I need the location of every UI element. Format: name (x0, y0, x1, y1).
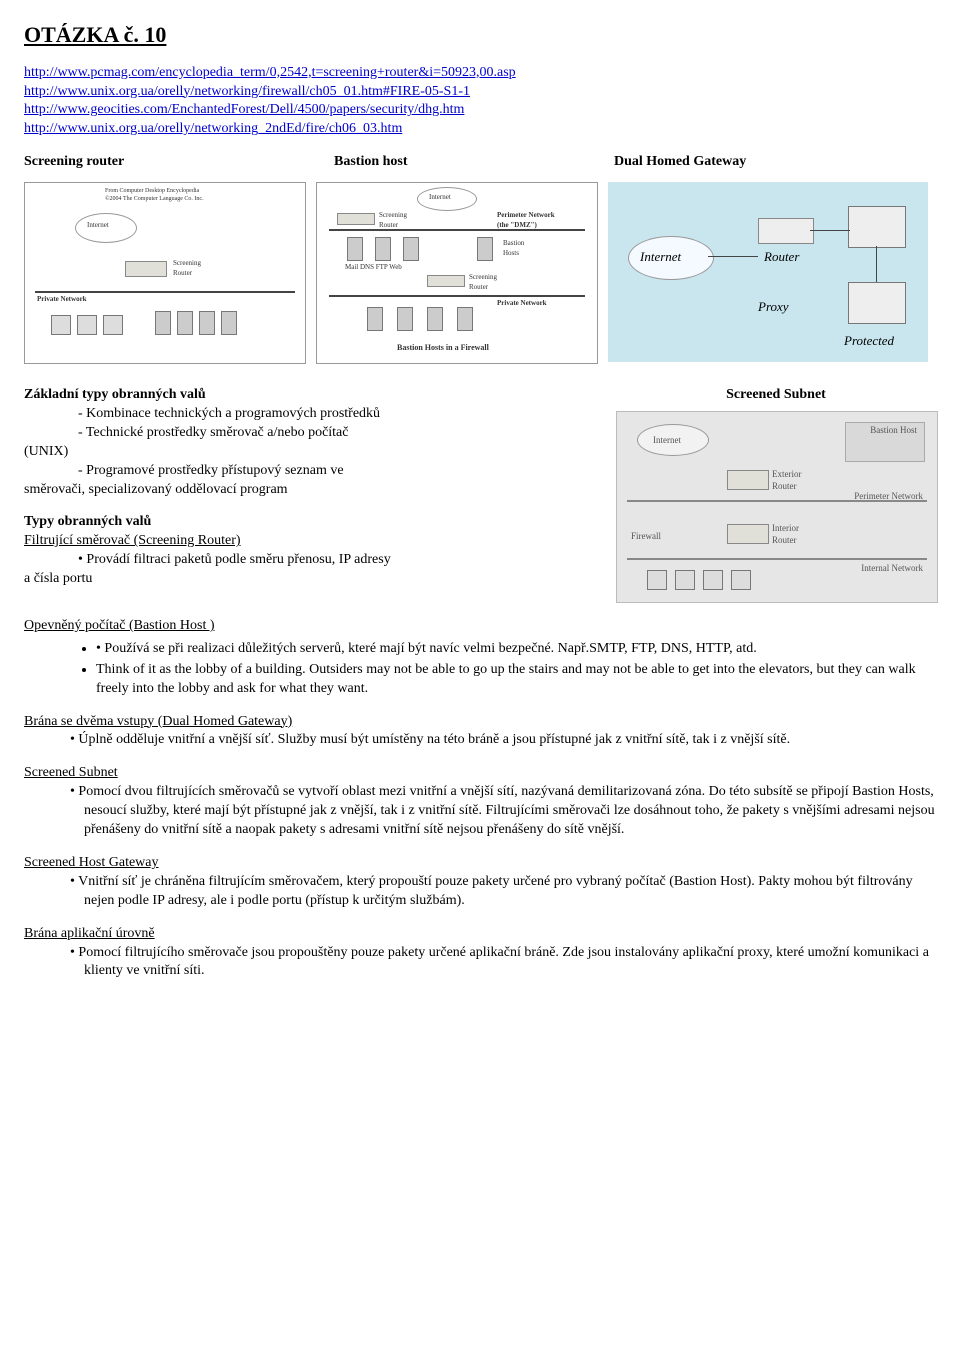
heading-screening-router: Screening router (24, 153, 334, 172)
basic-types-b3: - Programové prostředky přístupový sezna… (78, 462, 596, 481)
hostgw-heading: Screened Host Gateway (24, 854, 936, 873)
types-heading: Typy obranných valů (24, 513, 596, 532)
link-1[interactable]: http://www.pcmag.com/encyclopedia_term/0… (24, 64, 936, 83)
sd-internal: Internal Network (861, 562, 923, 574)
sd-firewall: Firewall (631, 530, 661, 542)
heading-bastion-host: Bastion host (334, 153, 614, 172)
diag3-protected: Protected (844, 332, 894, 350)
diag2-services: Mail DNS FTP Web (345, 263, 402, 272)
diag2-screening2: Screening Router (469, 273, 497, 292)
diagram-bastion-host: Internet Screening Router Perimeter Netw… (316, 182, 598, 364)
diag3-internet: Internet (640, 248, 681, 266)
screened-subnet-title: Screened Subnet (616, 386, 936, 405)
bastion-li2: Think of it as the lobby of a building. … (96, 661, 936, 699)
basic-types-b2: - Technické prostředky směrovač a/nebo p… (78, 424, 596, 443)
link-4[interactable]: http://www.unix.org.ua/orelly/networking… (24, 120, 936, 139)
diagram-screened-subnet: Internet Bastion Host Exterior Router Pe… (616, 411, 938, 603)
sd-bastion: Bastion Host (870, 424, 917, 436)
diagram-headings: Screening router Bastion host Dual Homed… (24, 153, 936, 172)
diag1-internet: Internet (87, 221, 109, 230)
sd-perimeter: Perimeter Network (854, 490, 923, 502)
diag1-router: Screening Router (173, 259, 201, 278)
diag2-internet: Internet (429, 193, 451, 202)
basic-types-b1: - Kombinace technických a programových p… (78, 405, 596, 424)
page-title: OTÁZKA č. 10 (24, 20, 936, 50)
heading-dual-homed: Dual Homed Gateway (614, 153, 936, 172)
links-block: http://www.pcmag.com/encyclopedia_term/0… (24, 64, 936, 140)
diagram-dual-homed: Internet Router Proxy Protected (608, 182, 928, 362)
diag2-perimeter: Perimeter Network (the "DMZ") (497, 211, 555, 230)
diag3-router: Router (764, 248, 799, 266)
link-3[interactable]: http://www.geocities.com/EnchantedForest… (24, 101, 936, 120)
dual-heading: Brána se dvěma vstupy (Dual Homed Gatewa… (24, 713, 936, 732)
app-b1: Pomocí filtrujícího směrovače jsou propo… (84, 944, 936, 982)
left-text: Základní typy obranných valů - Kombinace… (24, 386, 596, 603)
diag3-proxy: Proxy (758, 298, 789, 316)
sd-internet: Internet (653, 434, 681, 446)
bastion-list: • Používá se při realizaci důležitých se… (96, 640, 936, 699)
diagram-screening-router: From Computer Desktop Encyclopedia ©2004… (24, 182, 306, 364)
types-sub: Filtrující směrovač (Screening Router) (24, 532, 596, 551)
sd-int-router: Interior Router (772, 522, 799, 546)
diag1-caption: From Computer Desktop Encyclopedia ©2004… (105, 187, 265, 203)
types-b1: • Provádí filtraci paketů podle směru př… (78, 551, 596, 570)
screened-b1: Pomocí dvou filtrujících směrovačů se vy… (84, 783, 936, 840)
dual-b1: Úplně odděluje vnitřní a vnější síť. Slu… (84, 731, 936, 750)
app-heading: Brána aplikační úrovně (24, 925, 936, 944)
types-b1b: a čísla portu (24, 570, 596, 589)
screened-heading: Screened Subnet (24, 764, 936, 783)
diag2-bastion: Bastion Hosts (503, 239, 524, 258)
bastion-heading: Opevněný počítač (Bastion Host ) (24, 617, 936, 636)
link-2[interactable]: http://www.unix.org.ua/orelly/networking… (24, 83, 936, 102)
diag2-caption: Bastion Hosts in a Firewall (397, 343, 489, 354)
diagrams-row: From Computer Desktop Encyclopedia ©2004… (24, 182, 936, 364)
diag1-private: Private Network (37, 295, 87, 304)
diag2-screening1: Screening Router (379, 211, 407, 230)
basic-types-b3b: směrovači, specializovaný oddělovací pro… (24, 481, 596, 500)
bastion-li1: • Používá se při realizaci důležitých se… (96, 640, 936, 659)
hostgw-b1: Vnitřní síť je chráněna filtrujícím směr… (84, 873, 936, 911)
basic-types-unix: (UNIX) (24, 443, 596, 462)
right-diagram: Screened Subnet Internet Bastion Host Ex… (616, 386, 936, 603)
diag2-private: Private Network (497, 299, 547, 308)
basic-types-heading: Základní typy obranných valů (24, 386, 596, 405)
sd-ext-router: Exterior Router (772, 468, 802, 492)
